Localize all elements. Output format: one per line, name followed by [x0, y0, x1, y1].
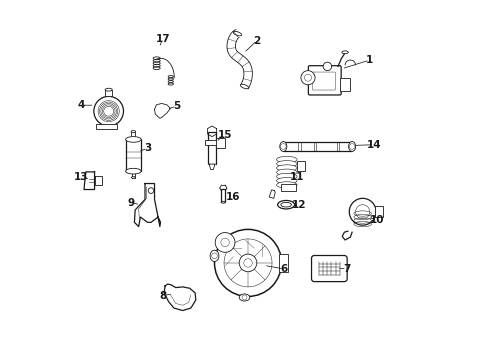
FancyBboxPatch shape — [312, 72, 335, 90]
Ellipse shape — [276, 177, 296, 184]
Circle shape — [348, 198, 375, 225]
Polygon shape — [154, 103, 170, 118]
Text: 13: 13 — [74, 172, 89, 182]
Ellipse shape — [210, 250, 219, 261]
Ellipse shape — [348, 141, 355, 152]
Bar — [204, 140, 219, 145]
Bar — [96, 123, 117, 129]
Ellipse shape — [279, 141, 286, 152]
Polygon shape — [94, 176, 102, 185]
Text: 14: 14 — [366, 140, 381, 150]
Circle shape — [215, 233, 235, 252]
Ellipse shape — [276, 182, 296, 188]
Text: 17: 17 — [155, 34, 170, 44]
Bar — [280, 184, 295, 190]
Polygon shape — [226, 30, 252, 89]
Text: 11: 11 — [289, 172, 304, 182]
Text: 1: 1 — [366, 55, 373, 65]
Ellipse shape — [277, 201, 294, 209]
Text: 12: 12 — [291, 201, 306, 210]
Text: 3: 3 — [143, 143, 151, 153]
Text: 4: 4 — [78, 100, 85, 110]
Ellipse shape — [131, 131, 135, 133]
Text: 16: 16 — [225, 192, 240, 202]
Text: 8: 8 — [159, 291, 166, 301]
Bar — [339, 78, 349, 91]
Bar — [313, 141, 316, 152]
FancyBboxPatch shape — [311, 256, 346, 282]
Bar — [297, 161, 305, 171]
Polygon shape — [84, 172, 94, 189]
Ellipse shape — [276, 169, 296, 175]
Ellipse shape — [125, 168, 141, 174]
Circle shape — [323, 62, 331, 71]
FancyBboxPatch shape — [308, 66, 341, 95]
Circle shape — [239, 254, 256, 272]
Ellipse shape — [276, 165, 296, 171]
Ellipse shape — [276, 156, 296, 163]
Text: 2: 2 — [253, 36, 260, 46]
Ellipse shape — [105, 88, 112, 91]
Polygon shape — [269, 190, 275, 198]
Circle shape — [94, 96, 123, 126]
Bar — [216, 138, 224, 148]
Circle shape — [214, 229, 281, 296]
Polygon shape — [134, 184, 160, 226]
Bar — [105, 90, 112, 96]
Circle shape — [304, 74, 311, 81]
Bar — [221, 189, 225, 202]
Circle shape — [148, 188, 154, 193]
Ellipse shape — [239, 294, 249, 301]
Ellipse shape — [276, 161, 296, 167]
Bar — [125, 139, 141, 171]
Ellipse shape — [341, 51, 347, 54]
Polygon shape — [209, 164, 214, 170]
Circle shape — [300, 71, 314, 85]
Bar — [283, 142, 351, 151]
Ellipse shape — [125, 136, 141, 142]
Ellipse shape — [280, 202, 291, 207]
Text: 7: 7 — [343, 264, 350, 274]
Polygon shape — [207, 126, 216, 136]
Bar — [279, 254, 287, 272]
Ellipse shape — [221, 201, 225, 203]
Ellipse shape — [240, 84, 248, 89]
Bar — [375, 207, 383, 217]
Ellipse shape — [276, 173, 296, 180]
Polygon shape — [164, 284, 195, 311]
Text: 15: 15 — [217, 130, 232, 140]
Text: 5: 5 — [173, 101, 180, 111]
Text: 6: 6 — [280, 264, 287, 274]
Text: 10: 10 — [369, 215, 383, 225]
Bar — [297, 141, 300, 152]
Ellipse shape — [233, 31, 241, 36]
Bar — [336, 141, 339, 152]
Bar — [207, 132, 216, 164]
Text: 9: 9 — [127, 198, 134, 208]
Ellipse shape — [131, 177, 135, 179]
